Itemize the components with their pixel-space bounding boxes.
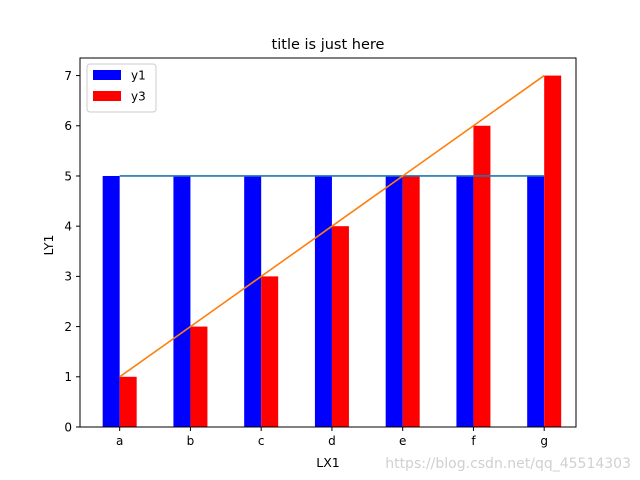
y-tick-label-4: 4 bbox=[64, 219, 72, 233]
bar-y1-d bbox=[314, 175, 332, 427]
x-tick-label-b: b bbox=[187, 434, 195, 448]
legend: y1 y3 bbox=[86, 63, 157, 113]
bar-y1-b bbox=[173, 175, 191, 427]
bar-y3-a bbox=[119, 376, 137, 427]
y-tick-label-3: 3 bbox=[64, 270, 72, 284]
y-tick-label-7: 7 bbox=[64, 69, 72, 83]
plot-frame bbox=[79, 57, 577, 428]
x-tick-label-a: a bbox=[116, 434, 123, 448]
bar-y1-a bbox=[102, 175, 120, 427]
x-tick-label-c: c bbox=[258, 434, 265, 448]
bar-y1-c bbox=[244, 175, 262, 427]
chart-title: title is just here bbox=[272, 37, 385, 53]
x-tick-label-f: f bbox=[471, 434, 476, 448]
y-tick-label-0: 0 bbox=[64, 420, 72, 434]
legend-swatch-y3 bbox=[93, 91, 121, 101]
y-axis-label: LY1 bbox=[41, 235, 56, 256]
y-tick-label-6: 6 bbox=[64, 119, 72, 133]
bar-y1-e bbox=[385, 175, 403, 427]
legend-label-y3: y3 bbox=[131, 90, 146, 104]
bar-y3-f bbox=[473, 125, 491, 427]
x-axis: a b c d e f g bbox=[116, 427, 548, 448]
bar-y1-g bbox=[527, 175, 545, 427]
bar-y3-e bbox=[402, 175, 420, 427]
x-tick-label-g: g bbox=[540, 434, 548, 448]
lines-layer bbox=[119, 74, 545, 378]
line-series-2 bbox=[119, 74, 545, 378]
y-axis: 0 1 2 3 4 5 6 7 bbox=[64, 69, 80, 434]
bar-y3-g bbox=[544, 75, 562, 428]
y-tick-label-5: 5 bbox=[64, 169, 72, 183]
x-axis-label: LX1 bbox=[316, 455, 339, 470]
bar-y3-d bbox=[331, 226, 349, 427]
y-tick-label-2: 2 bbox=[64, 320, 72, 334]
bar-y3-b bbox=[190, 326, 208, 427]
legend-label-y1: y1 bbox=[131, 69, 146, 83]
x-tick-label-e: e bbox=[399, 434, 406, 448]
bar-y3-c bbox=[261, 276, 279, 427]
bars-layer bbox=[102, 75, 562, 428]
x-tick-label-d: d bbox=[328, 434, 336, 448]
y-tick-label-1: 1 bbox=[64, 370, 72, 384]
watermark: https://blog.csdn.net/qq_45514303 bbox=[385, 456, 631, 472]
legend-swatch-y1 bbox=[93, 70, 121, 80]
bar-y1-f bbox=[456, 175, 474, 427]
